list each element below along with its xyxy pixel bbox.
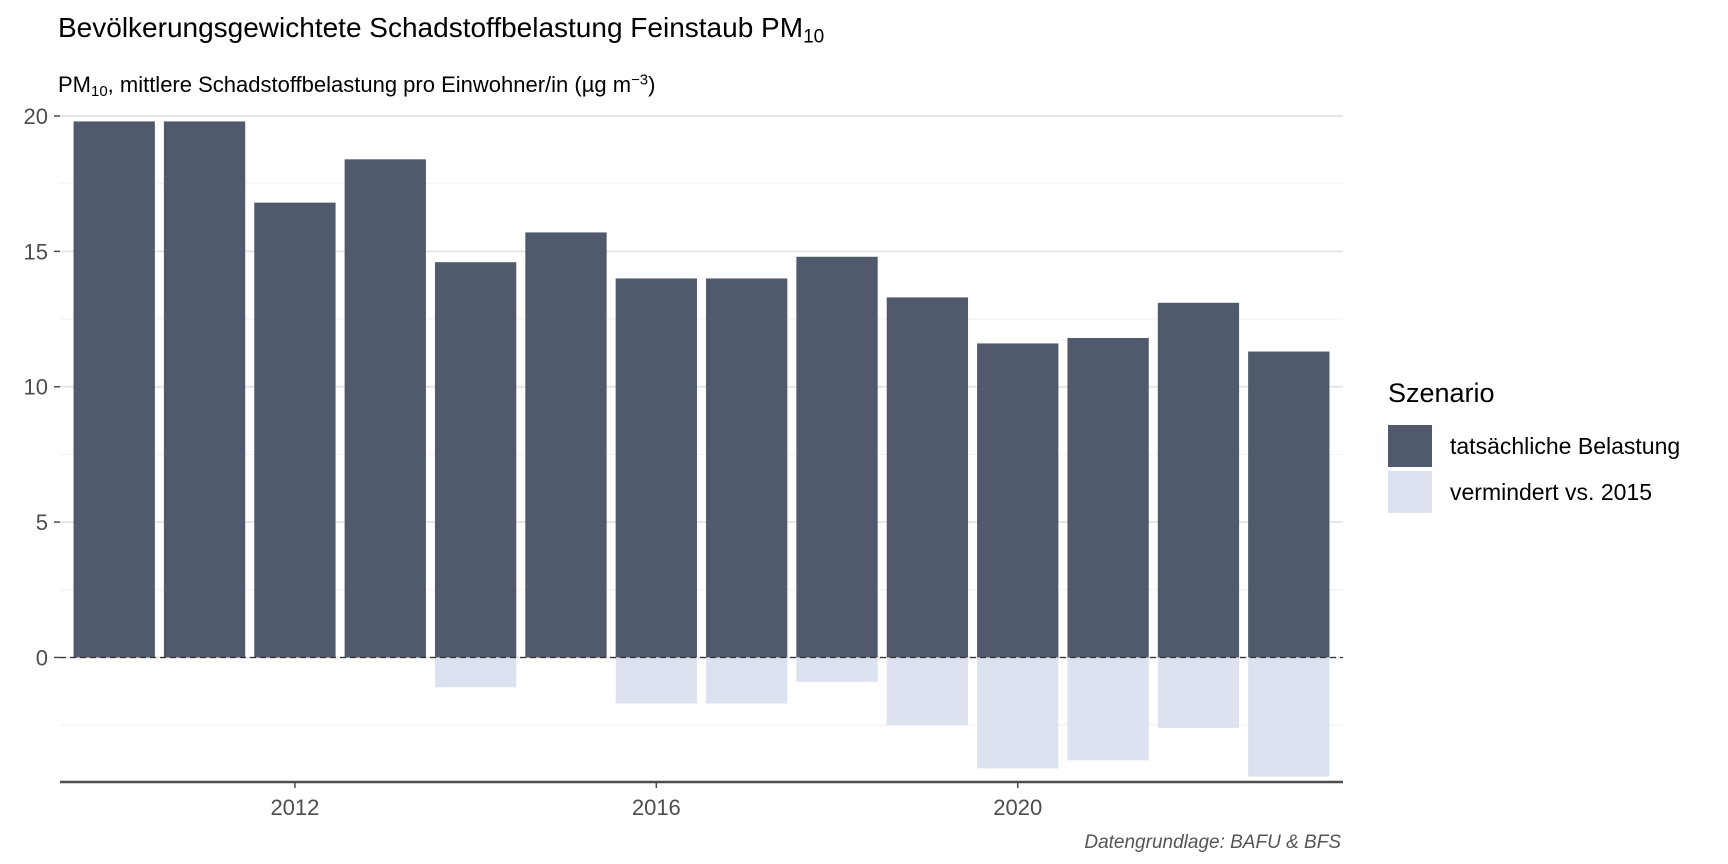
legend-key-actual — [1388, 425, 1432, 467]
axes: 0 5 10 15 20 2012 2016 2020 — [24, 104, 1343, 820]
bar-actual-2015 — [525, 232, 607, 658]
bar-reduced-2019 — [886, 657, 969, 726]
bar-actual-2021 — [1067, 338, 1149, 658]
bar-actual-2011 — [163, 121, 246, 658]
x-tick-label: 2016 — [632, 795, 681, 820]
chart-subtitle: PM10, mittlere Schadstoffbelastung pro E… — [58, 71, 656, 101]
y-tick-label: 20 — [24, 104, 48, 129]
bar-reduced-2016 — [615, 657, 697, 704]
bar-actual-2013 — [344, 159, 426, 658]
bar-actual-2010 — [73, 121, 155, 658]
x-tick-label: 2012 — [270, 795, 319, 820]
bars — [73, 121, 1330, 777]
legend-title: Szenario — [1388, 378, 1495, 408]
bar-actual-2012 — [254, 202, 336, 658]
bar-reduced-2022 — [1157, 657, 1240, 728]
legend-label-actual: tatsächliche Belastung — [1450, 432, 1681, 459]
y-tick-label: 15 — [24, 239, 48, 264]
bar-actual-2023 — [1248, 351, 1330, 658]
legend: Szenario tatsächliche Belastung verminde… — [1388, 378, 1680, 515]
bar-reduced-2021 — [1067, 657, 1149, 761]
bar-actual-2014 — [434, 262, 517, 658]
grid-lines — [60, 115, 1343, 726]
bar-actual-2016 — [615, 278, 697, 658]
x-tick-label: 2020 — [993, 795, 1042, 820]
bar-actual-2020 — [977, 343, 1059, 658]
bar-reduced-2023 — [1248, 657, 1330, 777]
data-source-caption: Datengrundlage: BAFU & BFS — [1084, 832, 1341, 853]
bar-actual-2022 — [1157, 302, 1240, 658]
bar-actual-2018 — [796, 256, 878, 658]
bar-actual-2017 — [706, 278, 788, 658]
y-tick-label: 5 — [36, 510, 48, 535]
bar-reduced-2020 — [977, 657, 1059, 769]
bar-actual-2019 — [886, 297, 969, 658]
chart-title: Bevölkerungsgewichtete Schadstoffbelastu… — [58, 12, 825, 48]
legend-label-reduced: vermindert vs. 2015 — [1450, 478, 1652, 505]
legend-item-actual: tatsächliche Belastung — [1388, 423, 1680, 469]
bar-reduced-2014 — [434, 657, 517, 688]
legend-item-reduced: vermindert vs. 2015 — [1388, 469, 1680, 515]
y-tick-label: 0 — [36, 645, 48, 670]
y-tick-label: 10 — [24, 375, 48, 400]
legend-key-reduced — [1388, 471, 1432, 513]
bar-reduced-2018 — [796, 657, 878, 682]
bar-reduced-2017 — [706, 657, 788, 704]
